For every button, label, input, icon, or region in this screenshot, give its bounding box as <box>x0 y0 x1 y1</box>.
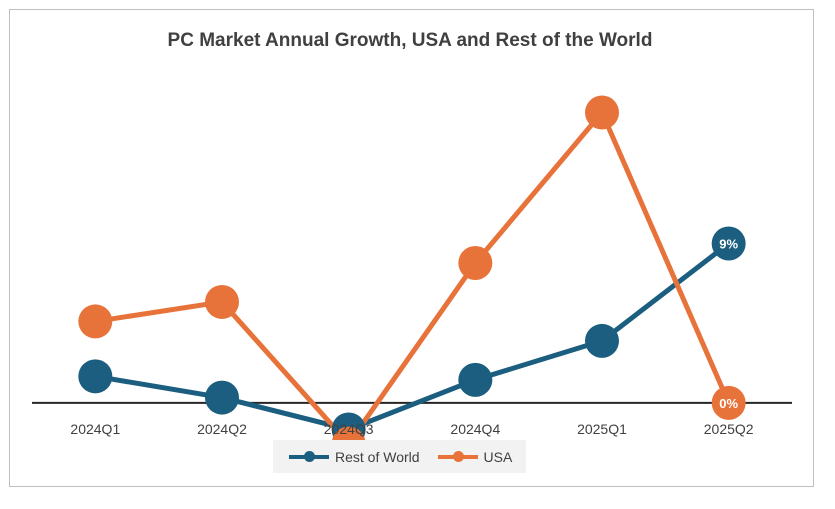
data-point-rest-of-world-2025q2 <box>711 226 746 261</box>
legend-item-usa[interactable]: USA <box>437 448 513 465</box>
data-point-usa-2024q2 <box>205 284 239 319</box>
data-point-usa-2025q1 <box>585 95 619 130</box>
x-tick-label-2024q4: 2024Q4 <box>450 421 500 437</box>
chart-legend: Rest of World USA <box>273 440 527 473</box>
legend-label-usa: USA <box>483 448 513 465</box>
data-point-rest-of-world-2025q1 <box>585 323 619 358</box>
x-tick-label-2024q2: 2024Q2 <box>197 421 247 437</box>
data-point-usa-2024q4 <box>458 245 493 280</box>
x-tick-label-2025q2: 2025Q2 <box>704 421 754 437</box>
x-tick-label-2024q3: 2024Q3 <box>324 421 374 437</box>
data-label-usa-2025q2: 0% <box>719 396 738 411</box>
x-tick-label-2024q1: 2024Q1 <box>70 421 120 437</box>
legend-item-rest-of-world[interactable]: Rest of World <box>289 449 420 465</box>
data-point-rest-of-world-2024q4 <box>458 362 493 397</box>
series-line-rest-of-world <box>92 241 732 432</box>
data-point-rest-of-world-2024q2 <box>205 380 239 415</box>
data-point-rest-of-world-2024q1 <box>78 359 113 394</box>
data-label-rest-of-world-2025q2: 9% <box>719 237 738 252</box>
series-line-usa <box>92 109 732 447</box>
legend-swatch-usa <box>437 450 478 463</box>
legend-swatch-rest-of-world <box>289 450 329 463</box>
legend-label-rest-of-world: Rest of World <box>335 448 420 465</box>
data-point-usa-2025q2 <box>711 385 746 420</box>
data-point-usa-2024q1 <box>78 304 113 339</box>
x-tick-label-2025q1: 2025Q1 <box>577 421 627 437</box>
chart-title: PC Market Annual Growth, USA and Rest of… <box>167 30 653 51</box>
